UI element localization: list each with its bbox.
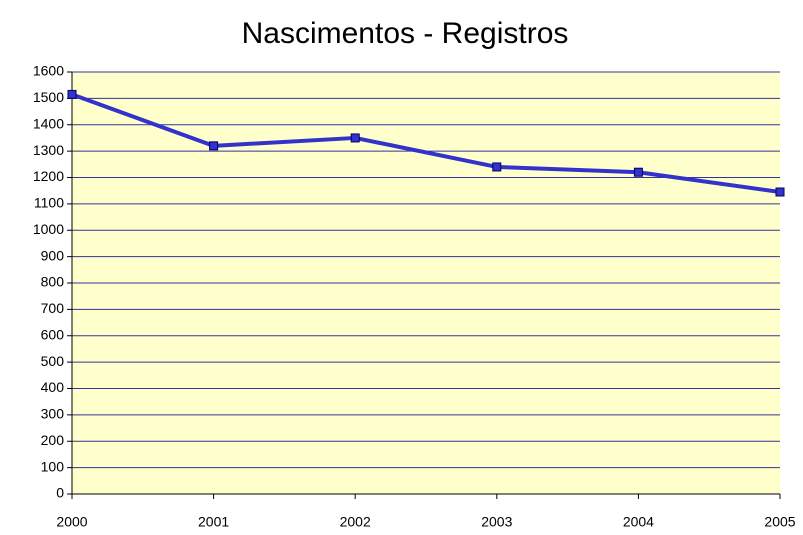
y-tick-label: 700 bbox=[41, 300, 65, 316]
y-tick-label: 1600 bbox=[33, 63, 64, 79]
y-tick-label: 400 bbox=[41, 379, 65, 395]
x-tick-label: 2005 bbox=[764, 514, 795, 530]
x-tick-label: 2004 bbox=[623, 514, 654, 530]
y-tick-label: 1000 bbox=[33, 221, 64, 237]
y-tick-label: 100 bbox=[41, 458, 65, 474]
y-tick-label: 600 bbox=[41, 326, 65, 342]
y-tick-label: 1400 bbox=[33, 115, 64, 131]
y-tick-label: 0 bbox=[56, 485, 64, 501]
y-tick-label: 500 bbox=[41, 353, 65, 369]
y-tick-label: 1500 bbox=[33, 89, 64, 105]
marker bbox=[492, 162, 502, 172]
y-tick-label: 200 bbox=[41, 432, 65, 448]
y-tick-label: 300 bbox=[41, 406, 65, 422]
marker bbox=[350, 133, 360, 143]
x-tick-label: 2001 bbox=[198, 514, 229, 530]
y-tick-label: 1100 bbox=[34, 195, 64, 211]
y-tick-label: 800 bbox=[41, 274, 65, 290]
x-tick-label: 2003 bbox=[481, 514, 512, 530]
x-tick-label: 2002 bbox=[340, 514, 371, 530]
y-tick-label: 1300 bbox=[33, 142, 64, 158]
line bbox=[71, 92, 781, 194]
y-tick-label: 900 bbox=[41, 247, 65, 263]
marker bbox=[67, 89, 77, 99]
marker bbox=[775, 187, 785, 197]
marker bbox=[209, 141, 219, 151]
chart-title: Nascimentos - Registros bbox=[242, 17, 569, 50]
marker bbox=[633, 167, 643, 177]
y-tick-label: 1200 bbox=[33, 168, 64, 184]
x-tick-label: 2000 bbox=[56, 514, 87, 530]
